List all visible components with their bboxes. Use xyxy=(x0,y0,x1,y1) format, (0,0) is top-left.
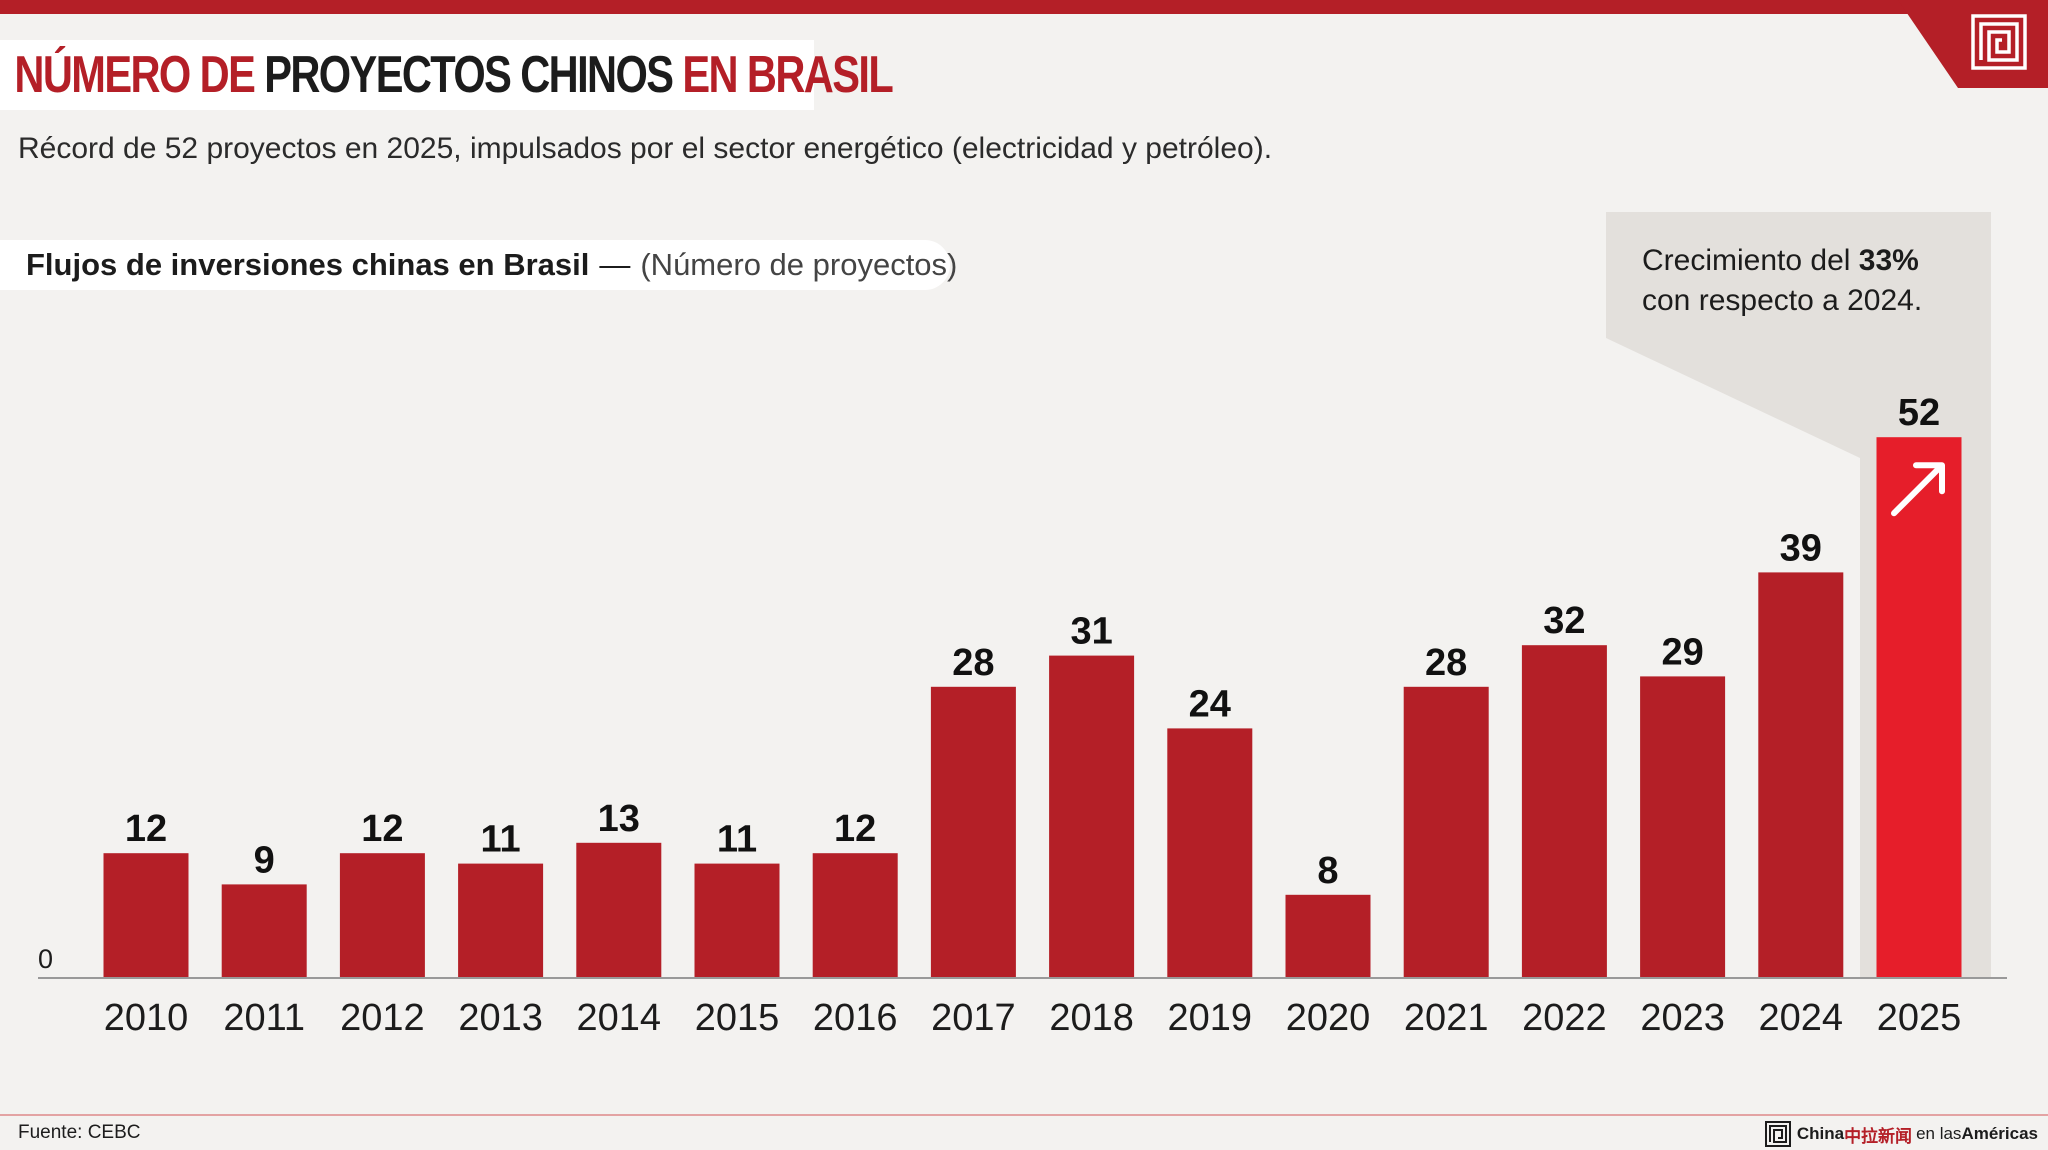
value-label-2015: 11 xyxy=(717,819,757,861)
callout-prefix: Crecimiento del xyxy=(1642,244,1859,277)
value-label-2018: 31 xyxy=(1070,611,1112,653)
source-note: Fuente: CEBC xyxy=(18,1122,141,1143)
value-label-2016: 12 xyxy=(834,808,876,850)
title-box: NÚMERO DE PROYECTOS CHINOS EN BRASIL xyxy=(0,40,894,110)
arrow-up-right-icon xyxy=(1891,462,1945,517)
year-label-2021: 2021 xyxy=(1404,997,1489,1039)
brand-footer: China 中拉新闻 en las Américas xyxy=(1764,1121,2038,1147)
title-part-3: EN xyxy=(672,46,747,104)
bar-2016 xyxy=(812,853,898,978)
bar-2020 xyxy=(1285,894,1371,978)
year-label-2020: 2020 xyxy=(1286,997,1371,1039)
y-tick-zero: 0 xyxy=(38,944,53,974)
brand-chinese: 中拉新闻 xyxy=(1844,1126,1913,1146)
value-label-2021: 28 xyxy=(1425,642,1467,684)
value-label-2023: 29 xyxy=(1661,631,1703,673)
year-label-2015: 2015 xyxy=(695,997,780,1039)
year-label-2010: 2010 xyxy=(104,997,189,1039)
bar-2010 xyxy=(103,853,189,978)
value-labels-group: 12 9 12 11 13 11 12 28 31 24 8 28 32 29 39 52 xyxy=(125,392,1940,892)
year-labels-group: 2010 2011 2012 2013 2014 2015 2016 2017 2018 2019… xyxy=(104,997,1962,1039)
bar-2013 xyxy=(458,863,544,978)
callout-line-2: con respecto a 2024. xyxy=(1642,284,1923,317)
brand-americas: Américas xyxy=(1961,1124,2038,1143)
page-title: NÚMERO DE PROYECTOS CHINOS EN BRASIL xyxy=(0,45,894,105)
corner-logo-badge xyxy=(1898,0,2048,88)
title-part-4: BRASIL xyxy=(746,46,894,104)
subtitle: Récord de 52 proyectos en 2025, impulsad… xyxy=(18,132,1273,165)
chart-label-title: Flujos de inversiones chinas en Brasil xyxy=(26,247,590,282)
year-label-2017: 2017 xyxy=(931,997,1016,1039)
year-label-2016: 2016 xyxy=(813,997,898,1039)
year-label-2011: 2011 xyxy=(223,997,305,1039)
bar-2018 xyxy=(1049,655,1135,978)
chart-label-separator: — xyxy=(599,247,631,282)
year-label-2012: 2012 xyxy=(340,997,425,1039)
bar-2022 xyxy=(1521,645,1607,978)
brand-china: China xyxy=(1796,1124,1845,1143)
value-label-2012: 12 xyxy=(361,808,403,850)
meander-logo-icon xyxy=(1971,14,2027,70)
bar-2012 xyxy=(339,853,425,978)
callout-growth-value: 33% xyxy=(1858,244,1919,277)
bar-2011 xyxy=(221,884,307,978)
year-label-2025: 2025 xyxy=(1877,997,1962,1039)
value-label-2025: 52 xyxy=(1898,392,1940,434)
title-part-1: NÚMERO DE xyxy=(14,46,265,104)
bar-2015 xyxy=(694,863,780,978)
value-label-2019: 24 xyxy=(1189,683,1231,725)
value-label-2024: 39 xyxy=(1780,527,1822,569)
value-label-2011: 9 xyxy=(254,839,275,881)
bar-2021 xyxy=(1403,686,1489,978)
year-label-2019: 2019 xyxy=(1168,997,1253,1039)
growth-callout: Crecimiento del 33% con respecto a 2024. xyxy=(1606,214,1991,338)
brand-mid: en las xyxy=(1916,1124,1962,1143)
value-label-2010: 12 xyxy=(125,808,167,850)
title-part-2: PROYECTOS CHINOS xyxy=(264,46,674,104)
bar-2014 xyxy=(576,842,662,978)
year-label-2022: 2022 xyxy=(1522,997,1607,1039)
footer-divider xyxy=(0,1114,2048,1116)
bar-2019 xyxy=(1167,728,1253,978)
year-label-2023: 2023 xyxy=(1640,997,1725,1039)
meander-logo-icon xyxy=(1764,1121,1791,1147)
value-label-2020: 8 xyxy=(1317,850,1338,892)
value-label-2017: 28 xyxy=(952,642,994,684)
callout-line-1: Crecimiento del 33% xyxy=(1642,244,1919,278)
year-label-2013: 2013 xyxy=(458,997,543,1039)
year-label-2018: 2018 xyxy=(1049,997,1134,1039)
bar-2017 xyxy=(930,686,1016,978)
year-label-2024: 2024 xyxy=(1759,997,1844,1039)
bar-2025 xyxy=(1876,437,1962,978)
bar-2024 xyxy=(1758,572,1844,978)
value-label-2022: 32 xyxy=(1543,600,1585,642)
year-label-2014: 2014 xyxy=(577,997,662,1039)
value-label-2014: 13 xyxy=(598,798,640,840)
bar-2023 xyxy=(1640,676,1726,978)
top-accent-bar xyxy=(0,0,2048,14)
value-label-2013: 11 xyxy=(481,819,521,861)
chart-label-pill: Flujos de inversiones chinas en Brasil —… xyxy=(0,240,957,290)
chart-label-unit: (Número de proyectos) xyxy=(640,247,958,282)
bars-group xyxy=(103,437,1962,978)
